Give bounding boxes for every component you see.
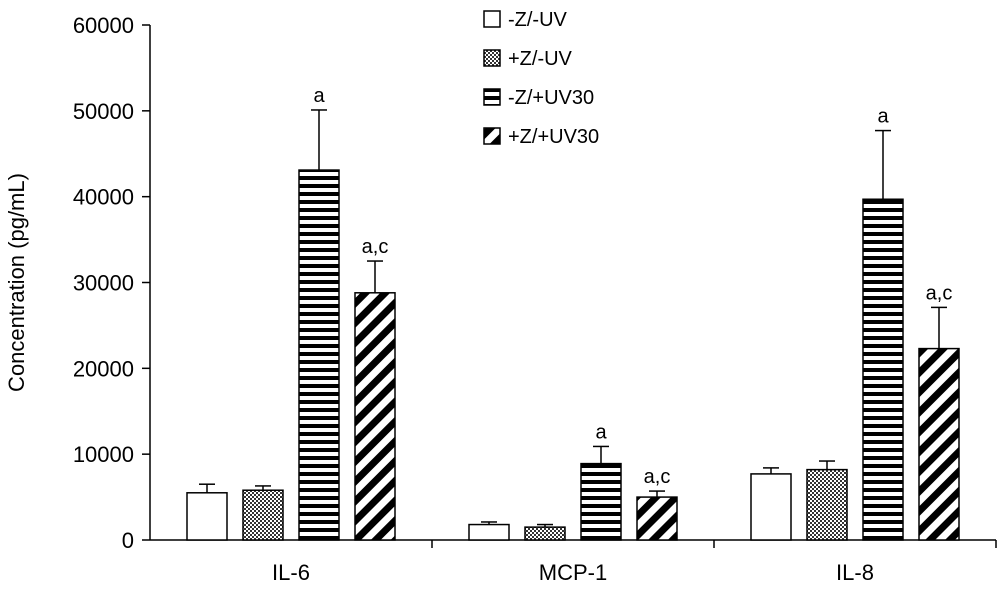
y-tick-label: 0	[122, 528, 134, 553]
x-category-label: IL-8	[836, 560, 874, 585]
legend-label: -Z/-UV	[508, 9, 568, 31]
significance-label: a	[313, 85, 325, 107]
y-tick-label: 60000	[73, 13, 134, 38]
legend-label: -Z/+UV30	[508, 87, 594, 109]
legend-label: +Z/-UV	[508, 48, 573, 70]
bar	[918, 347, 960, 541]
y-tick-label: 50000	[73, 99, 134, 124]
x-category-label: MCP-1	[539, 560, 607, 585]
bar	[354, 292, 396, 541]
significance-label: a,c	[926, 282, 953, 304]
bar	[862, 198, 904, 541]
bar	[186, 492, 228, 541]
bar	[636, 496, 678, 541]
y-axis-title: Concentration (pg/mL)	[4, 173, 29, 392]
legend-swatch	[483, 49, 501, 67]
legend: -Z/-UV +Z/-UV -Z/+UV30 +Z/+UV30	[483, 9, 599, 148]
legend-item: +Z/-UV	[483, 48, 573, 70]
significance-label: a,c	[644, 466, 671, 488]
legend-swatch	[483, 10, 501, 28]
significance-label: a,c	[362, 236, 389, 258]
y-tick-label: 30000	[73, 271, 134, 296]
labels: IL-6 a a,c MCP-1 a a,c IL-8 a a,c	[272, 85, 952, 585]
significance-label: a	[877, 106, 889, 128]
y-tick-label: 20000	[73, 356, 134, 381]
legend-swatch	[483, 127, 501, 145]
legend-item: -Z/-UV	[483, 9, 568, 31]
x-category-label: IL-6	[272, 560, 310, 585]
bar	[468, 523, 510, 541]
bar	[298, 169, 340, 541]
y-tick-label: 10000	[73, 442, 134, 467]
y-tick-label: 40000	[73, 185, 134, 210]
bars	[186, 109, 960, 541]
bar	[750, 473, 792, 541]
axes: 0 10000 20000 30000 40000 50000 60000 Concentra…	[4, 13, 997, 553]
legend-item: +Z/+UV30	[483, 126, 599, 148]
bar	[242, 489, 284, 541]
legend-swatch	[483, 88, 501, 106]
bar	[524, 526, 566, 541]
significance-label: a	[595, 421, 607, 443]
legend-item: -Z/+UV30	[483, 87, 594, 109]
bar	[806, 468, 848, 541]
bar	[580, 462, 622, 541]
legend-label: +Z/+UV30	[508, 126, 599, 148]
